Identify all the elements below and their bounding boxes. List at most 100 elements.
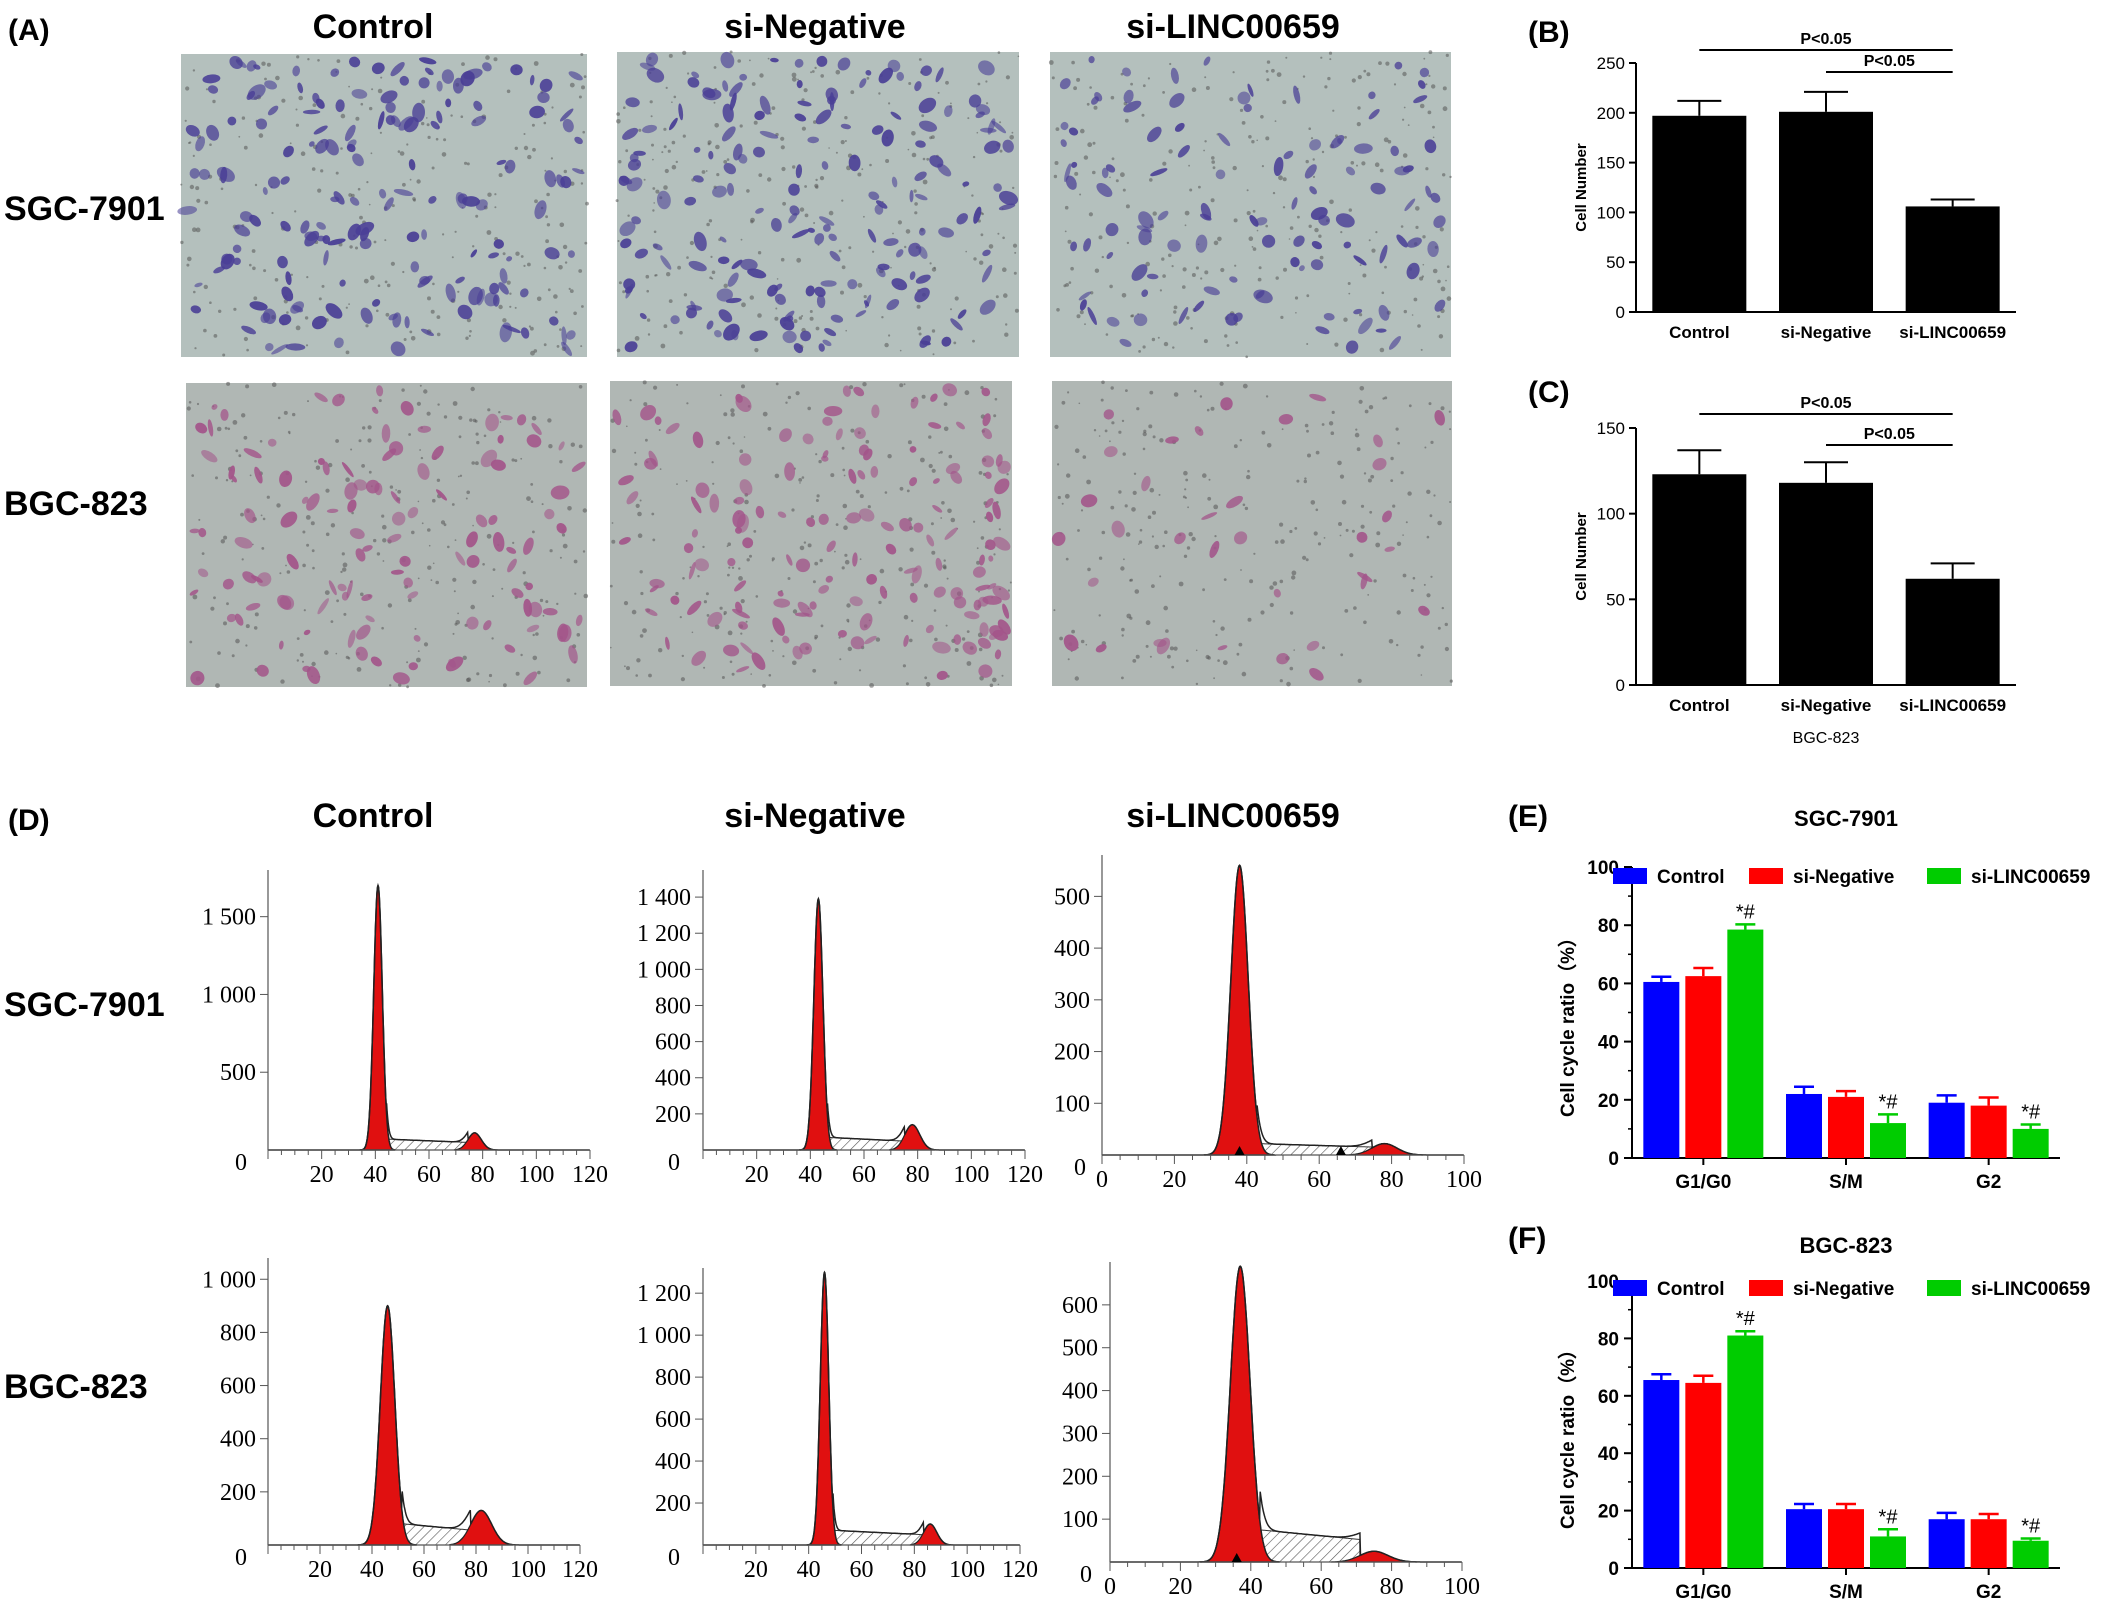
micrograph-pore: [1142, 432, 1147, 437]
g1-peak: [799, 897, 837, 1151]
micrograph-pore: [1283, 267, 1287, 272]
micrograph-pore: [307, 400, 309, 403]
micrograph-pore: [746, 558, 750, 562]
stained-cell: [799, 642, 812, 655]
stained-cell: [355, 646, 368, 661]
micrograph-pore: [296, 637, 300, 640]
micrograph-pore: [509, 292, 512, 295]
micrograph-pore: [1223, 578, 1227, 581]
micrograph-pore: [1395, 427, 1399, 431]
stained-cell: [408, 159, 416, 171]
micrograph-pore: [548, 444, 553, 449]
stained-cell: [390, 341, 406, 357]
stained-cell: [968, 94, 982, 108]
micrograph-pore: [1079, 310, 1084, 315]
micrograph-pore: [757, 251, 762, 255]
stained-cell: [1406, 262, 1420, 280]
micrograph-pore: [1317, 542, 1322, 546]
stained-cell: [1298, 265, 1305, 272]
stained-cell: [571, 461, 586, 472]
micrograph-pore: [1419, 276, 1424, 281]
y-tick-label: 400: [1054, 936, 1090, 962]
micrograph-pore: [652, 538, 656, 542]
stained-cell: [1103, 409, 1115, 420]
stained-cell: [1309, 186, 1317, 195]
stained-cell: [690, 496, 702, 514]
stained-cell: [759, 130, 779, 139]
stained-cell: [723, 162, 736, 175]
micrograph-pore: [475, 214, 479, 218]
micrograph-pore: [795, 391, 800, 396]
stained-cell: [987, 118, 996, 135]
micrograph-pore: [1368, 405, 1374, 410]
micrograph-pore: [238, 135, 241, 138]
micrograph-pore: [1110, 386, 1114, 390]
micrograph-pore: [304, 316, 309, 320]
micrograph-background: [1050, 52, 1451, 357]
stained-cell: [544, 508, 555, 520]
stained-cell: [300, 220, 310, 234]
micrograph-pore: [787, 395, 792, 400]
micrograph-pore: [799, 545, 805, 551]
micrograph-pore: [1297, 215, 1300, 219]
micrograph-pore: [1378, 61, 1382, 65]
stained-cell: [1433, 215, 1446, 229]
bar: [1870, 1123, 1906, 1158]
stained-cell: [566, 330, 576, 340]
micrograph-pore: [1319, 255, 1324, 260]
micrograph-pore: [801, 476, 805, 479]
stained-cell: [1068, 127, 1079, 136]
micrograph-pore: [967, 117, 970, 120]
micrograph-pore: [1274, 120, 1277, 122]
micrograph-pore: [311, 661, 316, 667]
micrograph-pore: [814, 66, 817, 70]
stained-cell: [908, 242, 922, 257]
micrograph-pore: [1063, 284, 1067, 288]
stained-cell: [262, 308, 277, 325]
micrograph-pore: [834, 550, 836, 553]
x-tick-label: 60: [1309, 1574, 1333, 1600]
stained-cell: [634, 248, 648, 259]
micrograph-pore: [1242, 503, 1246, 507]
x-tick-label: 60: [417, 1162, 441, 1188]
x-tick-label: 20: [310, 1162, 334, 1188]
stained-cell: [365, 615, 375, 623]
stained-cell: [1147, 126, 1162, 143]
micrograph-pore: [651, 512, 655, 516]
stained-cell: [805, 285, 815, 297]
micrograph-pore: [622, 290, 626, 294]
g1-peak: [1203, 864, 1277, 1156]
micrograph-pore: [533, 349, 538, 353]
micrograph-pore: [972, 155, 976, 159]
micrograph-pore: [275, 75, 280, 81]
micrograph-pore: [1168, 253, 1172, 258]
micrograph-pore: [820, 74, 824, 78]
micrograph-pore: [713, 66, 717, 69]
micrograph-pore: [933, 609, 937, 612]
micrograph-pore: [610, 646, 612, 649]
micrograph-pore: [1161, 257, 1165, 261]
micrograph-pore: [1446, 296, 1452, 301]
micrograph-pore: [1186, 659, 1189, 663]
micrograph-pore: [1360, 504, 1365, 508]
stained-cell: [304, 231, 318, 241]
micrograph-pore: [1065, 557, 1069, 561]
micrograph-pore: [673, 95, 677, 99]
y-tick-label: 1 000: [202, 982, 256, 1008]
stained-cell: [455, 192, 467, 209]
stained-cell: [993, 536, 1011, 551]
y-tick-label: 400: [220, 1427, 256, 1453]
row-label-bgc-d: BGC-823: [4, 1368, 148, 1406]
stained-cell: [795, 558, 811, 573]
micrograph-pore: [937, 91, 940, 94]
stained-cell: [718, 309, 733, 323]
micrograph: [177, 53, 589, 357]
micrograph-pore: [566, 678, 571, 683]
row-label-bgc-a: BGC-823: [4, 485, 148, 523]
micrograph-pore: [514, 146, 518, 150]
histogram-envelope: [268, 1304, 580, 1546]
micrograph-pore: [689, 240, 695, 246]
micrograph-pore: [1061, 400, 1066, 405]
